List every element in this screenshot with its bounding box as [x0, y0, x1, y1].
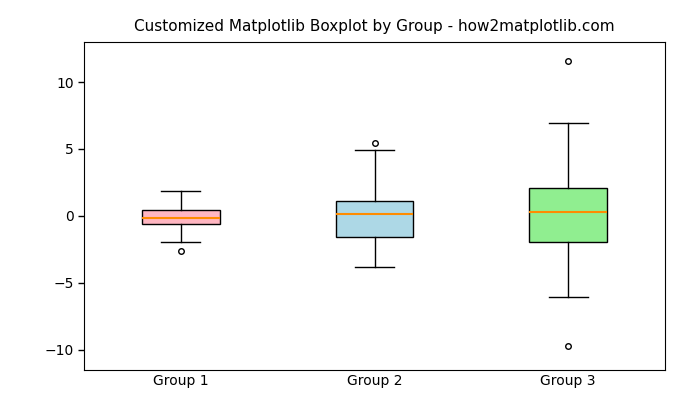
- PathPatch shape: [529, 188, 607, 242]
- PathPatch shape: [336, 202, 413, 237]
- PathPatch shape: [142, 210, 220, 224]
- Title: Customized Matplotlib Boxplot by Group - how2matplotlib.com: Customized Matplotlib Boxplot by Group -…: [134, 19, 615, 34]
